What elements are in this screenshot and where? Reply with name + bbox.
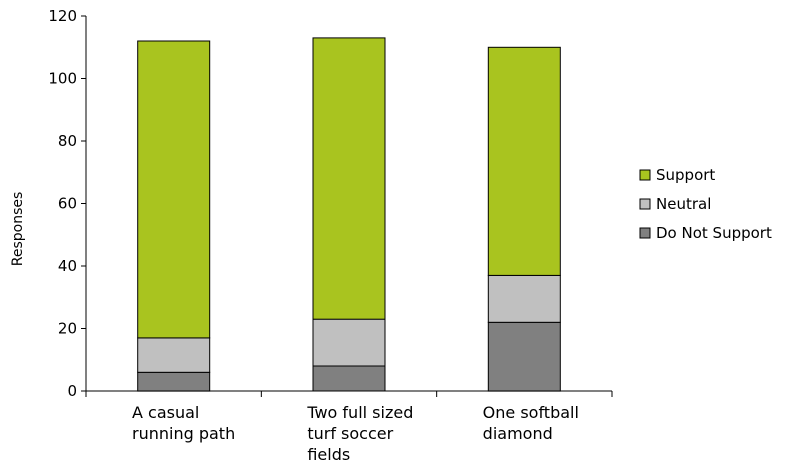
bar-segment-neutral-2 <box>312 318 386 367</box>
y-tick-label: 40 <box>58 257 77 275</box>
x-category-label-1: A casual running path <box>132 403 235 443</box>
legend-swatch-neutral <box>639 198 651 210</box>
bar-segment-support-2 <box>312 37 386 320</box>
x-axis: A casual running path Two full sized turf s… <box>85 390 613 464</box>
legend-swatch-do-not-support <box>639 227 651 239</box>
plot-area <box>137 37 561 392</box>
legend-swatch-support <box>639 169 651 181</box>
legend: Support Neutral Do Not Support <box>639 166 772 242</box>
legend-label-neutral: Neutral <box>656 195 711 213</box>
bar-segment-do-not-support-2 <box>312 365 386 392</box>
bar-segment-neutral-1 <box>137 337 211 373</box>
y-axis: 0 20 40 60 80 100 120 <box>48 7 87 400</box>
x-category-label-3: One softball diamond <box>483 403 579 443</box>
y-tick-label: 20 <box>58 320 77 338</box>
y-tick-label: 120 <box>48 7 77 25</box>
legend-label-support: Support <box>656 166 715 184</box>
y-tick-label: 60 <box>58 195 77 213</box>
y-tick-label: 80 <box>58 132 77 150</box>
y-tick-label: 0 <box>67 382 77 400</box>
y-tick-label: 100 <box>48 70 77 88</box>
legend-label-do-not-support: Do Not Support <box>656 224 772 242</box>
bar-segment-do-not-support-1 <box>137 371 211 392</box>
bar-segment-do-not-support-3 <box>487 321 561 392</box>
y-axis-title: Responses <box>10 192 26 267</box>
bar-segment-support-1 <box>137 40 211 339</box>
bar-segment-support-3 <box>487 46 561 276</box>
x-category-label-2: Two full sized turf soccer fields <box>306 403 413 464</box>
bar-segment-neutral-3 <box>487 274 561 323</box>
